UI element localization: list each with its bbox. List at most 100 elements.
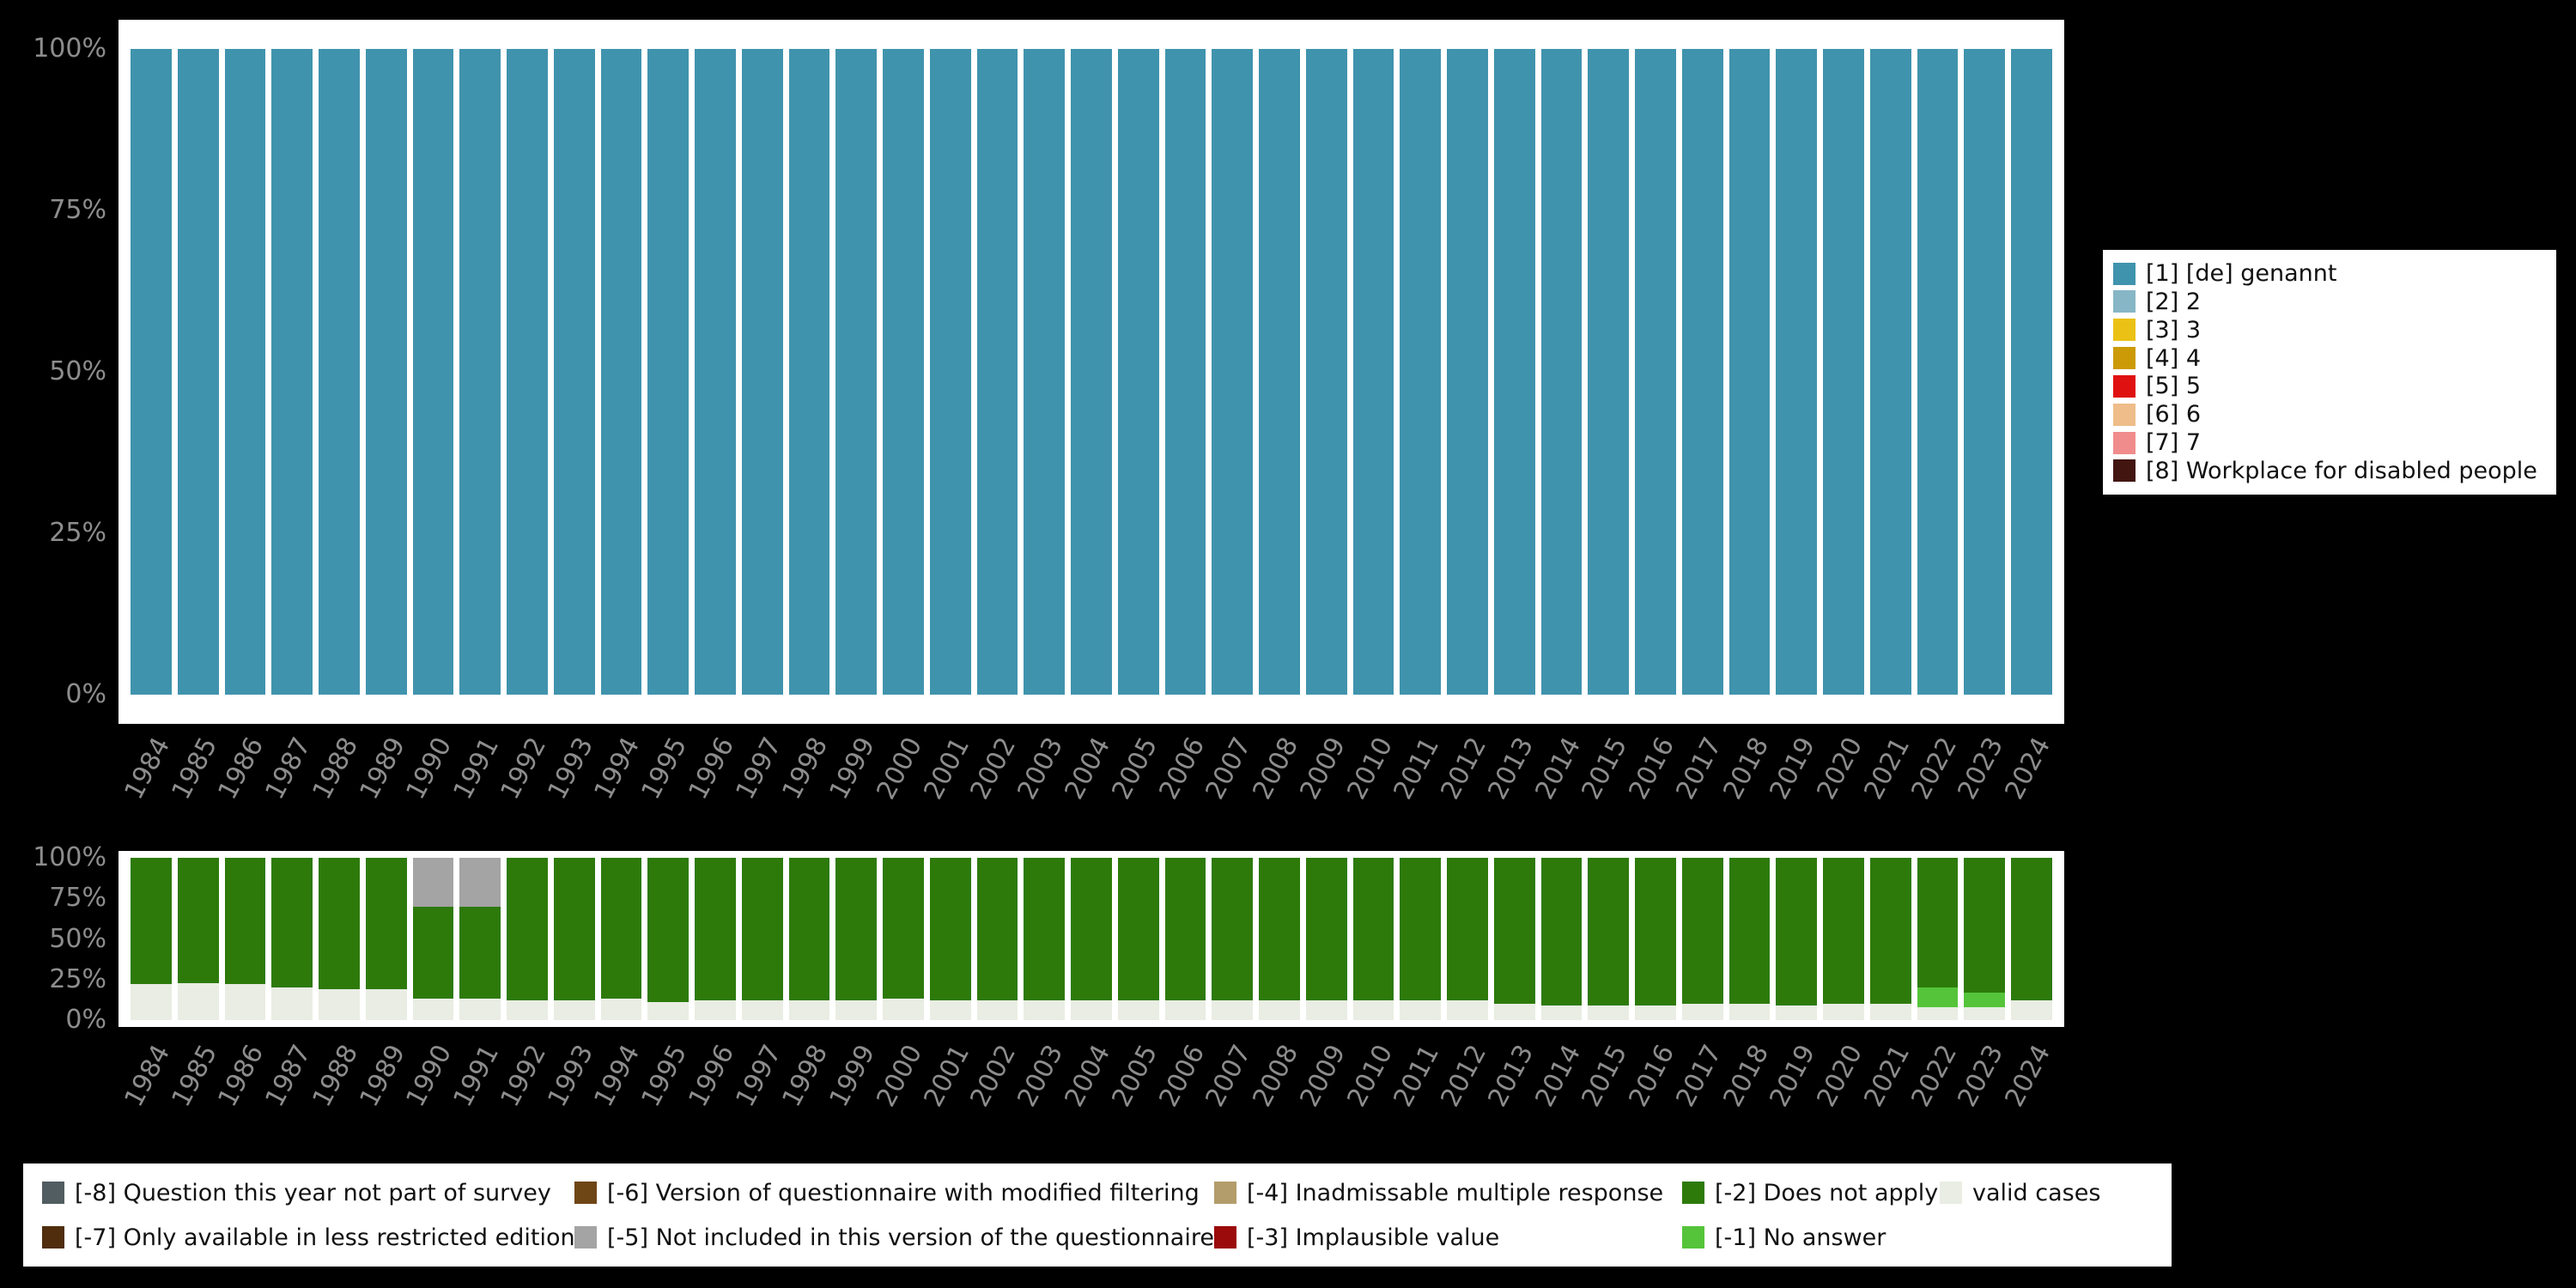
bar-segment	[1870, 1004, 1911, 1020]
legend-item: [5] 5	[2113, 373, 2546, 399]
x-tick-label: 2007	[1201, 1041, 1256, 1111]
legend-item: [-8] Question this year not part of surv…	[42, 1180, 574, 1206]
legend-swatch	[2113, 375, 2136, 398]
bar-2021	[1870, 49, 1911, 695]
bar-segment	[1917, 49, 1959, 695]
legend-label: [-8] Question this year not part of surv…	[75, 1180, 551, 1206]
bar-2006	[1165, 858, 1206, 1020]
bar-segment	[1400, 49, 1441, 695]
legend-swatch	[1682, 1182, 1704, 1204]
bar-segment	[930, 1000, 971, 1020]
bar-segment	[789, 49, 830, 695]
bar-segment	[225, 858, 266, 984]
x-tick-label: 1993	[544, 733, 598, 804]
bar-2001	[930, 858, 971, 1020]
x-tick-label: 2022	[1907, 733, 1962, 804]
legend-swatch	[2113, 404, 2136, 426]
bar-2014	[1541, 858, 1583, 1020]
bar-segment	[271, 49, 313, 695]
legend-item: [-4] Inadmissable multiple response	[1214, 1180, 1682, 1206]
bar-segment	[977, 49, 1018, 695]
x-tick-label: 2019	[1765, 1041, 1820, 1111]
bar-segment	[1165, 49, 1206, 695]
bar-1987	[271, 858, 313, 1020]
bar-segment	[1400, 858, 1441, 1000]
bar-1996	[695, 49, 736, 695]
legend-label: [3] 3	[2146, 317, 2201, 343]
bar-segment	[835, 49, 877, 695]
bar-segment	[507, 1000, 548, 1020]
bar-segment	[883, 999, 924, 1020]
legend-item: [-6] Version of questionnaire with modif…	[574, 1180, 1214, 1206]
bar-segment	[1964, 858, 2005, 993]
bar-1999	[835, 858, 877, 1020]
legend-item: valid cases	[1940, 1180, 2153, 1206]
y-tick-label: 75%	[7, 196, 106, 225]
bar-segment	[1917, 858, 1959, 987]
bar-segment	[742, 1000, 783, 1020]
bar-segment	[507, 49, 548, 695]
bar-2016	[1635, 49, 1676, 695]
bar-1997	[742, 49, 783, 695]
bar-segment	[1024, 1000, 1065, 1020]
bar-segment	[1212, 49, 1253, 695]
bar-segment	[1729, 858, 1771, 1004]
y-tick-label: 50%	[7, 925, 106, 954]
bar-segment	[459, 907, 501, 999]
value-categories-legend: [1] [de] genannt[2] 2[3] 3[4] 4[5] 5[6] …	[2103, 250, 2556, 495]
bar-segment	[930, 49, 971, 695]
bar-segment	[225, 49, 266, 695]
x-tick-label: 1994	[591, 1041, 646, 1111]
x-tick-label: 2000	[872, 1041, 927, 1111]
x-tick-label: 2015	[1577, 1041, 1632, 1111]
bar-segment	[1776, 1005, 1817, 1020]
bar-2018	[1729, 49, 1771, 695]
x-tick-label: 2024	[2001, 1041, 2056, 1111]
bar-segment	[1635, 1005, 1676, 1020]
bar-1992	[507, 858, 548, 1020]
bar-1992	[507, 49, 548, 695]
bar-2005	[1118, 49, 1159, 695]
legend-label: [-2] Does not apply	[1715, 1180, 1938, 1206]
bar-segment	[1118, 49, 1159, 695]
legend-label: valid cases	[1972, 1180, 2100, 1206]
legend-item: [-7] Only available in less restricted e…	[42, 1224, 574, 1251]
bar-segment	[507, 858, 548, 1000]
bar-1994	[601, 49, 642, 695]
legend-item: [8] Workplace for disabled people	[2113, 458, 2546, 484]
bar-segment	[977, 1000, 1018, 1020]
bar-segment	[459, 999, 501, 1020]
x-tick-label: 1984	[120, 733, 175, 804]
bar-2001	[930, 49, 971, 695]
x-tick-label: 1997	[732, 1041, 787, 1111]
bar-segment	[319, 49, 360, 695]
legend-label: [-6] Version of questionnaire with modif…	[607, 1180, 1200, 1206]
y-tick-label: 25%	[7, 519, 106, 548]
x-tick-label: 2010	[1343, 733, 1398, 804]
bar-segment	[319, 858, 360, 989]
missing-categories-legend: [-8] Question this year not part of surv…	[23, 1163, 2172, 1267]
bar-segment	[1165, 1000, 1206, 1020]
bar-segment	[271, 987, 313, 1020]
bar-segment	[1541, 858, 1583, 1005]
legend-label: [-4] Inadmissable multiple response	[1247, 1180, 1663, 1206]
bar-segment	[1964, 993, 2005, 1007]
bar-segment	[1165, 858, 1206, 1000]
bar-1987	[271, 49, 313, 695]
bar-segment	[1682, 1004, 1723, 1020]
bar-segment	[1870, 49, 1911, 695]
x-tick-label: 2011	[1389, 1041, 1444, 1111]
bar-1996	[695, 858, 736, 1020]
bar-1986	[225, 858, 266, 1020]
bar-1998	[789, 49, 830, 695]
y-tick-label: 0%	[7, 680, 106, 709]
bar-2015	[1588, 49, 1629, 695]
bar-segment	[742, 858, 783, 1000]
bar-segment	[1071, 49, 1112, 695]
x-tick-label: 2020	[1813, 1041, 1868, 1111]
bottom-chart-plot-area	[118, 851, 2064, 1027]
x-tick-label: 2016	[1625, 733, 1680, 804]
bar-2024	[2011, 858, 2052, 1020]
bar-2013	[1494, 49, 1535, 695]
bar-segment	[1776, 49, 1817, 695]
